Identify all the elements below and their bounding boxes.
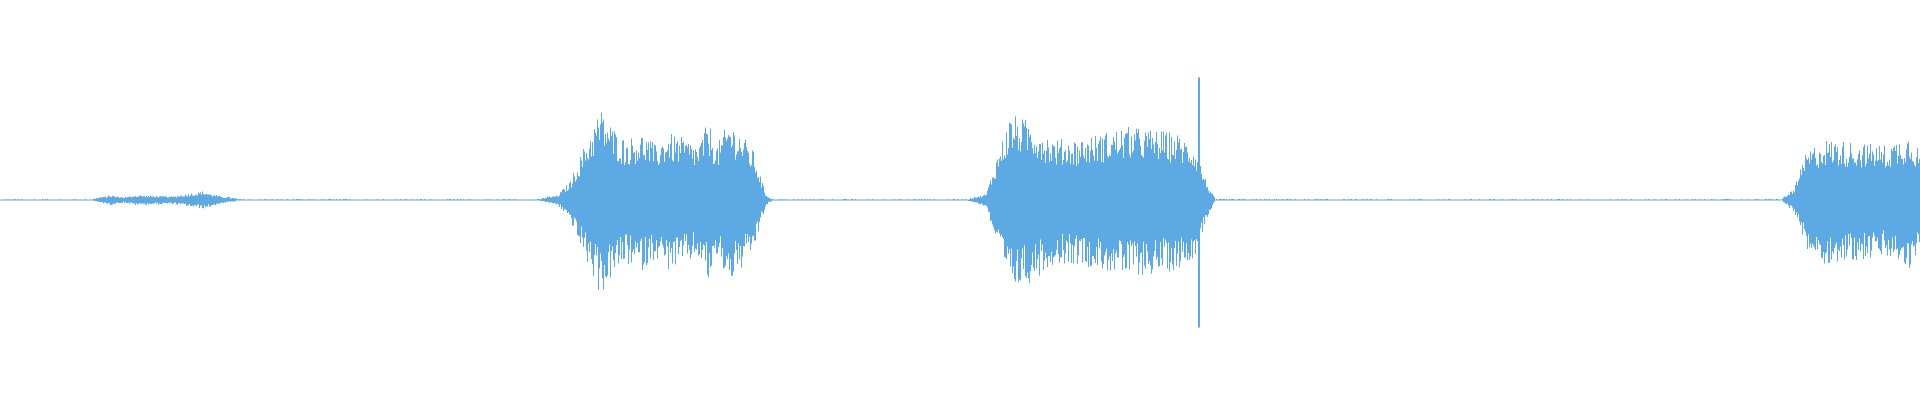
waveform (0, 77, 1920, 328)
